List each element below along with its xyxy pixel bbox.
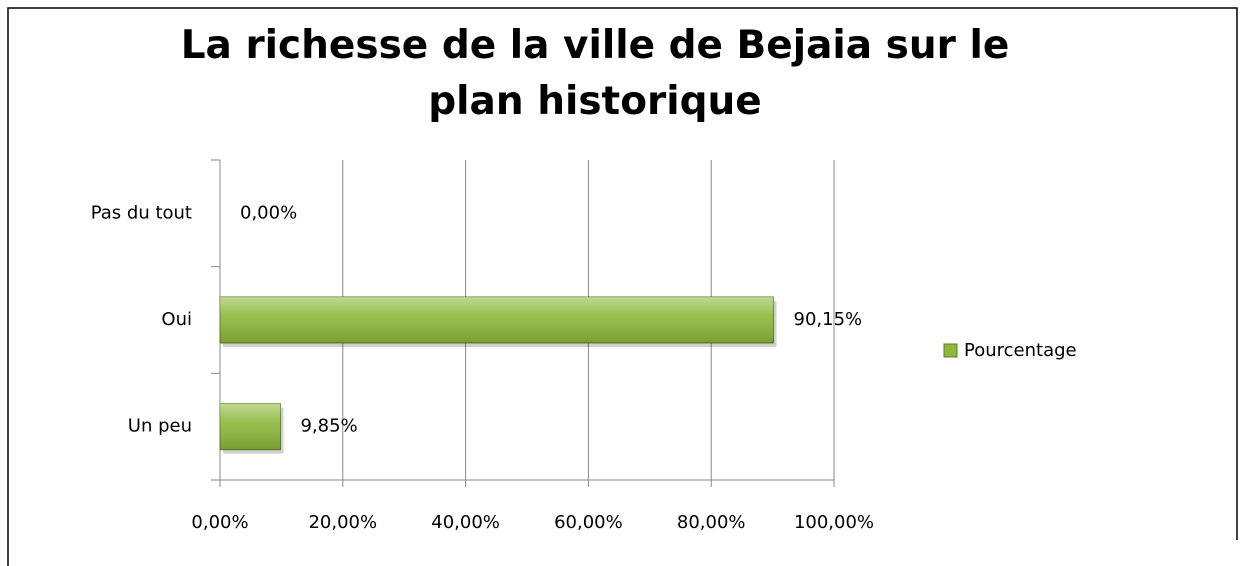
data-label: 90,15% [794, 309, 863, 330]
x-tick-label: 0,00% [191, 512, 248, 533]
data-label: 0,00% [240, 202, 297, 223]
legend-swatch [943, 343, 958, 358]
bar-shine [220, 403, 281, 450]
x-tick-label: 100,00% [794, 512, 874, 533]
legend-label: Pourcentage [964, 340, 1077, 361]
chart-title: La richesse de la ville de Bejaia sur le… [180, 23, 1010, 124]
x-tick-label: 80,00% [677, 512, 746, 533]
x-tick-label: 60,00% [554, 512, 623, 533]
data-label: 9,85% [300, 416, 357, 437]
y-tick-label: Oui [161, 309, 192, 330]
y-tick-label: Un peu [128, 416, 192, 437]
frame [7, 7, 1238, 566]
x-tick-label: 40,00% [431, 512, 500, 533]
y-tick-label: Pas du tout [91, 202, 192, 223]
x-tick-label: 20,00% [308, 512, 377, 533]
bar-shine [220, 297, 774, 343]
